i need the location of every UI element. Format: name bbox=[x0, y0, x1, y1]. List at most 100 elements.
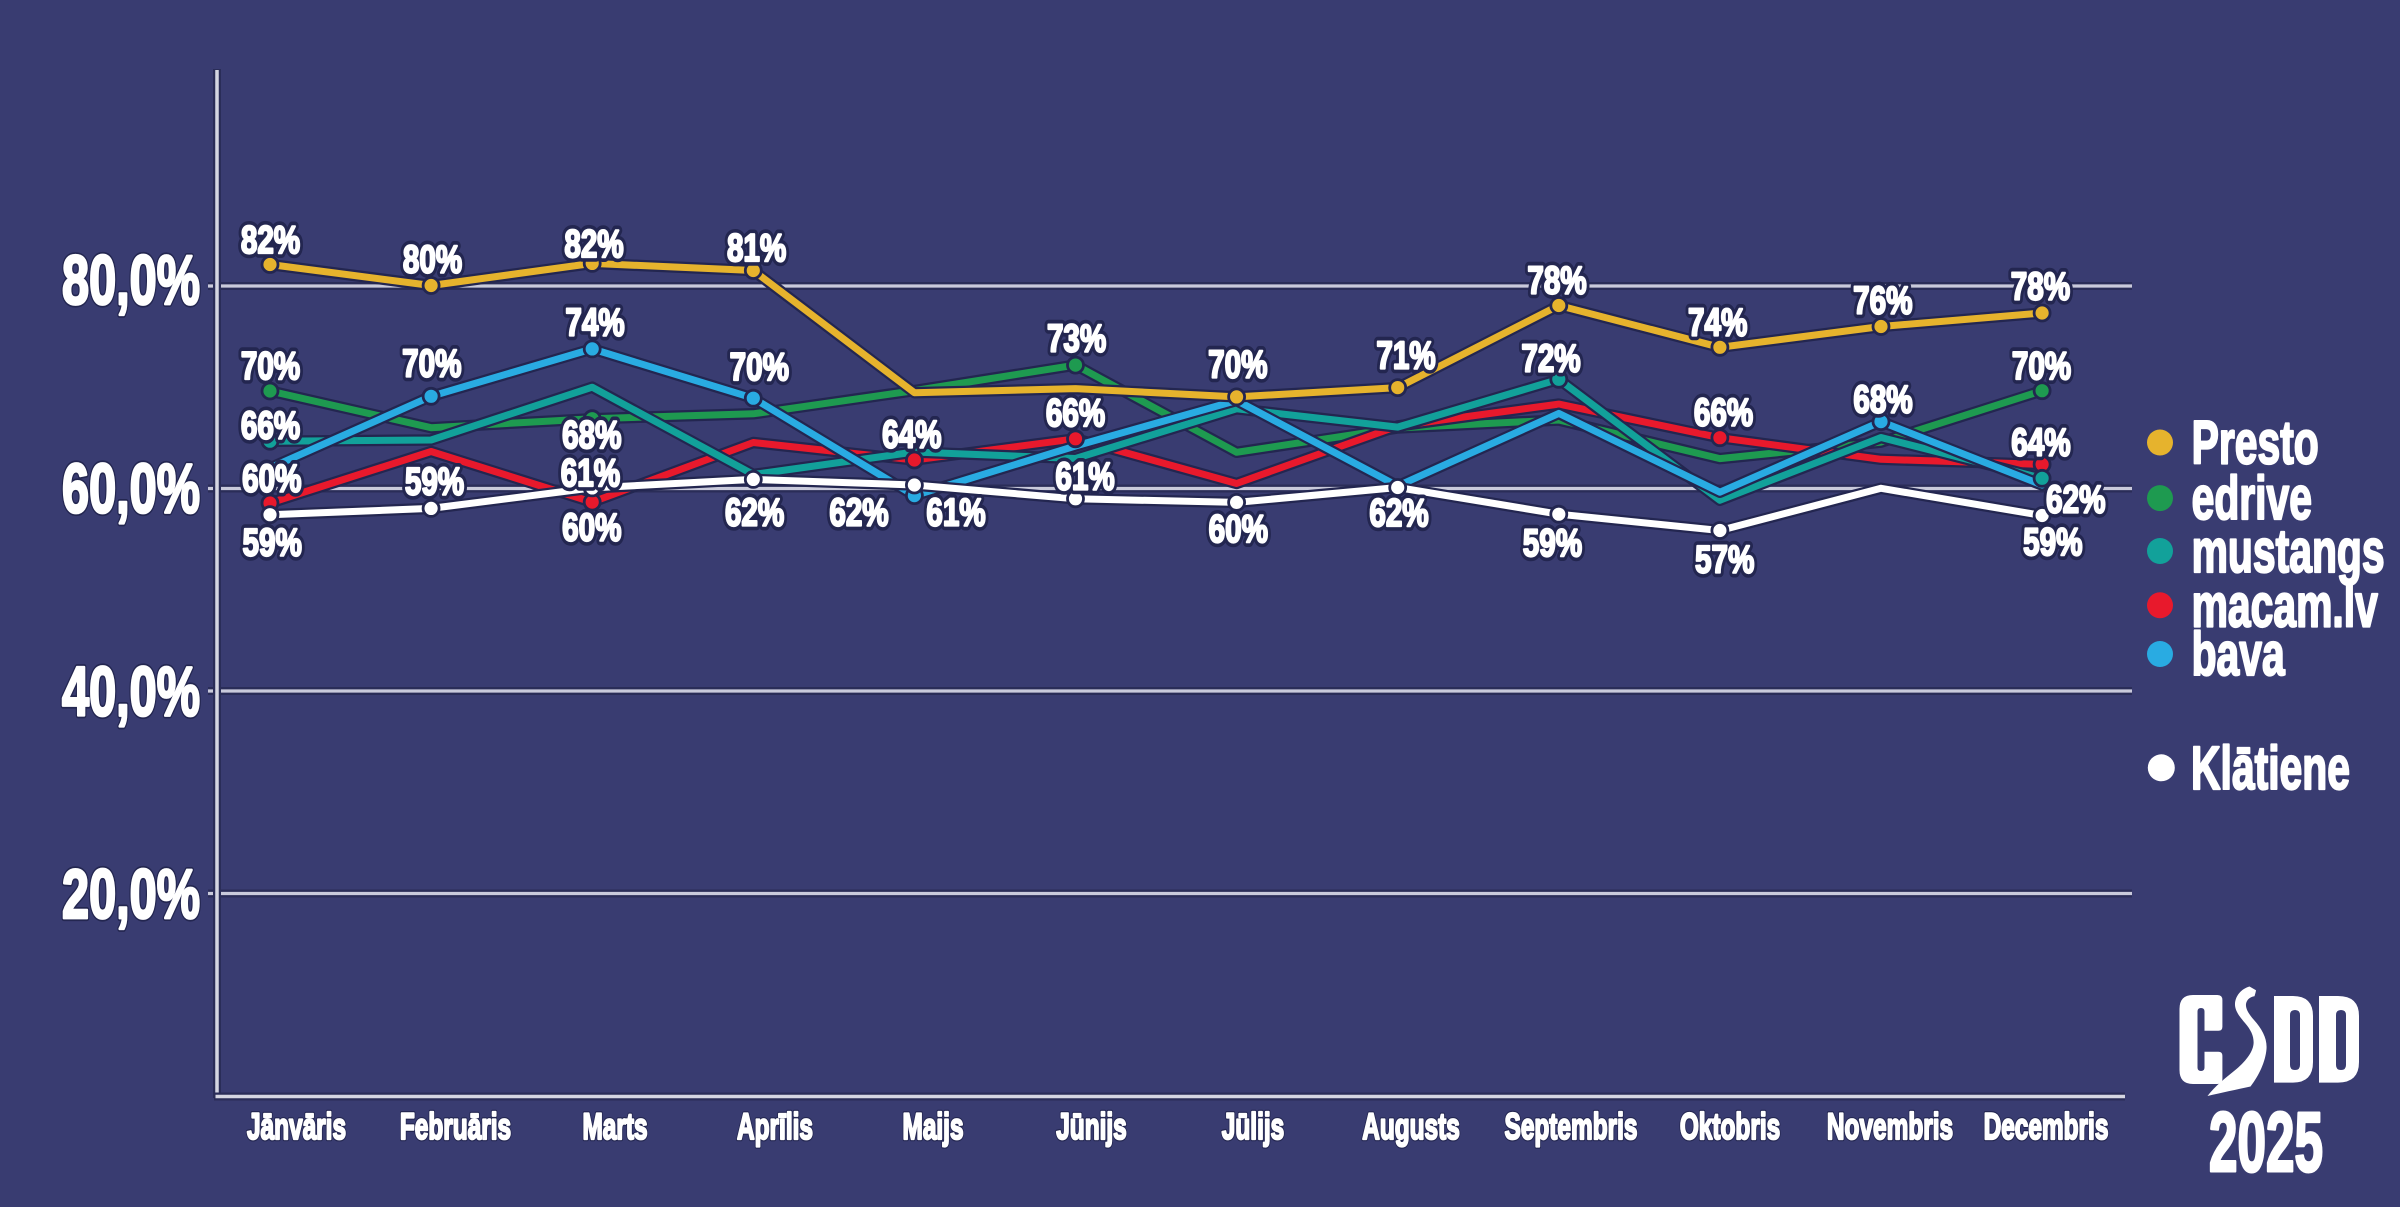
svg-text:81%: 81% bbox=[727, 227, 786, 270]
svg-text:Februāris: Februāris bbox=[400, 1106, 511, 1147]
svg-text:74%: 74% bbox=[565, 302, 624, 345]
svg-text:68%: 68% bbox=[1853, 379, 1912, 422]
svg-text:edrive: edrive bbox=[2192, 465, 2312, 533]
svg-text:Maijs: Maijs bbox=[902, 1106, 963, 1147]
svg-text:76%: 76% bbox=[1853, 280, 1912, 323]
svg-text:Oktobris: Oktobris bbox=[1680, 1106, 1780, 1147]
svg-text:70%: 70% bbox=[2012, 345, 2071, 388]
svg-text:74%: 74% bbox=[565, 302, 624, 345]
svg-text:70%: 70% bbox=[2012, 345, 2071, 388]
svg-text:60,0%: 60,0% bbox=[62, 449, 200, 528]
svg-text:62%: 62% bbox=[829, 492, 888, 535]
svg-text:78%: 78% bbox=[2011, 266, 2070, 309]
svg-text:66%: 66% bbox=[241, 405, 300, 448]
svg-text:Presto: Presto bbox=[2192, 409, 2319, 477]
svg-text:62%: 62% bbox=[2046, 479, 2105, 522]
svg-text:80,0%: 80,0% bbox=[62, 240, 200, 319]
svg-text:64%: 64% bbox=[2011, 422, 2070, 465]
svg-text:72%: 72% bbox=[1521, 338, 1580, 381]
svg-text:Jūlijs: Jūlijs bbox=[1222, 1106, 1284, 1147]
svg-text:59%: 59% bbox=[2023, 521, 2082, 564]
svg-text:61%: 61% bbox=[926, 492, 985, 535]
svg-text:Aprīlis: Aprīlis bbox=[737, 1106, 813, 1147]
svg-text:59%: 59% bbox=[405, 461, 464, 504]
svg-text:68%: 68% bbox=[1853, 379, 1912, 422]
svg-text:78%: 78% bbox=[1527, 260, 1586, 303]
svg-text:73%: 73% bbox=[1047, 318, 1106, 361]
svg-text:40,0%: 40,0% bbox=[62, 652, 200, 731]
svg-text:66%: 66% bbox=[1046, 392, 1105, 435]
svg-text:Novembris: Novembris bbox=[1827, 1106, 1953, 1147]
svg-text:70%: 70% bbox=[730, 346, 789, 389]
svg-text:80%: 80% bbox=[403, 239, 462, 282]
svg-text:81%: 81% bbox=[727, 227, 786, 270]
svg-text:59%: 59% bbox=[2023, 521, 2082, 564]
svg-text:Jūlijs: Jūlijs bbox=[1222, 1106, 1284, 1147]
svg-text:78%: 78% bbox=[2011, 266, 2070, 309]
svg-text:62%: 62% bbox=[725, 492, 784, 535]
svg-text:60%: 60% bbox=[1209, 508, 1268, 551]
svg-text:82%: 82% bbox=[241, 219, 300, 262]
svg-text:64%: 64% bbox=[2011, 422, 2070, 465]
svg-text:70%: 70% bbox=[730, 346, 789, 389]
svg-text:Jānvāris: Jānvāris bbox=[247, 1106, 346, 1147]
svg-text:59%: 59% bbox=[243, 522, 302, 565]
svg-text:64%: 64% bbox=[882, 414, 941, 457]
svg-text:60%: 60% bbox=[562, 507, 621, 550]
svg-text:Augusts: Augusts bbox=[1362, 1106, 1460, 1147]
svg-text:70%: 70% bbox=[402, 343, 461, 386]
svg-text:60%: 60% bbox=[242, 458, 301, 501]
svg-text:70%: 70% bbox=[1208, 344, 1267, 387]
svg-text:Marts: Marts bbox=[582, 1106, 647, 1147]
svg-text:76%: 76% bbox=[1853, 280, 1912, 323]
svg-text:61%: 61% bbox=[1055, 456, 1114, 499]
svg-text:61%: 61% bbox=[1055, 456, 1114, 499]
svg-text:Augusts: Augusts bbox=[1362, 1106, 1460, 1147]
svg-text:62%: 62% bbox=[725, 492, 784, 535]
svg-text:61%: 61% bbox=[561, 452, 620, 495]
svg-text:59%: 59% bbox=[243, 522, 302, 565]
svg-text:59%: 59% bbox=[1523, 522, 1582, 565]
svg-text:Novembris: Novembris bbox=[1827, 1106, 1953, 1147]
svg-text:70%: 70% bbox=[241, 345, 300, 388]
svg-text:62%: 62% bbox=[2046, 479, 2105, 522]
svg-text:Decembris: Decembris bbox=[1984, 1106, 2109, 1147]
svg-text:82%: 82% bbox=[241, 219, 300, 262]
svg-text:66%: 66% bbox=[1694, 392, 1753, 435]
svg-text:70%: 70% bbox=[241, 345, 300, 388]
svg-text:59%: 59% bbox=[405, 461, 464, 504]
svg-text:Jānvāris: Jānvāris bbox=[247, 1106, 346, 1147]
svg-text:60,0%: 60,0% bbox=[62, 449, 200, 528]
svg-text:78%: 78% bbox=[1527, 260, 1586, 303]
svg-text:20,0%: 20,0% bbox=[62, 854, 200, 933]
svg-text:74%: 74% bbox=[1688, 302, 1747, 345]
svg-text:80%: 80% bbox=[403, 239, 462, 282]
svg-text:59%: 59% bbox=[1523, 522, 1582, 565]
svg-text:57%: 57% bbox=[1695, 539, 1754, 582]
svg-text:82%: 82% bbox=[564, 223, 623, 266]
svg-text:80,0%: 80,0% bbox=[62, 240, 200, 319]
svg-text:62%: 62% bbox=[1369, 492, 1428, 535]
svg-text:Aprīlis: Aprīlis bbox=[737, 1106, 813, 1147]
svg-text:61%: 61% bbox=[926, 492, 985, 535]
svg-text:62%: 62% bbox=[1369, 492, 1428, 535]
svg-text:72%: 72% bbox=[1521, 338, 1580, 381]
svg-text:Februāris: Februāris bbox=[400, 1106, 511, 1147]
svg-text:66%: 66% bbox=[1694, 392, 1753, 435]
svg-text:Jūnijs: Jūnijs bbox=[1056, 1106, 1127, 1147]
svg-text:68%: 68% bbox=[562, 414, 621, 457]
svg-text:82%: 82% bbox=[564, 223, 623, 266]
svg-text:57%: 57% bbox=[1695, 539, 1754, 582]
svg-text:Maijs: Maijs bbox=[902, 1106, 963, 1147]
svg-text:60%: 60% bbox=[1209, 508, 1268, 551]
svg-text:40,0%: 40,0% bbox=[62, 652, 200, 731]
svg-text:Septembris: Septembris bbox=[1505, 1106, 1638, 1147]
svg-text:70%: 70% bbox=[402, 343, 461, 386]
svg-text:Jūnijs: Jūnijs bbox=[1056, 1106, 1127, 1147]
svg-text:macam.lv: macam.lv bbox=[2192, 572, 2378, 640]
svg-text:70%: 70% bbox=[1208, 344, 1267, 387]
svg-text:Septembris: Septembris bbox=[1505, 1106, 1638, 1147]
svg-text:74%: 74% bbox=[1688, 302, 1747, 345]
svg-text:Decembris: Decembris bbox=[1984, 1106, 2109, 1147]
svg-text:Oktobris: Oktobris bbox=[1680, 1106, 1780, 1147]
